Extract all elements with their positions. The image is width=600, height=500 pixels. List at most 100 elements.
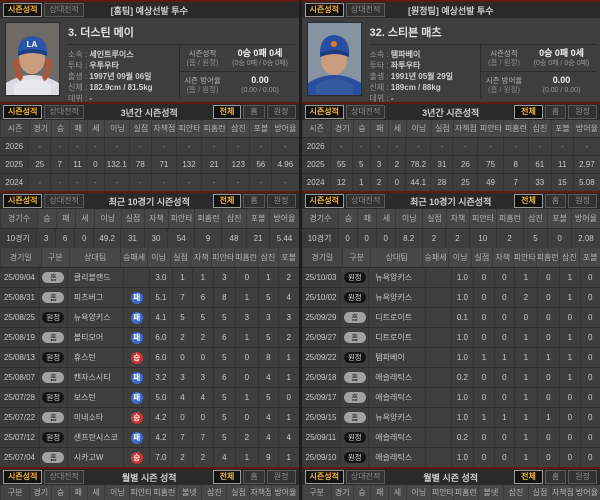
home-header-bar: [홈팀] 예상선발 투수 시즌성적 상대전적 [0,2,299,18]
table-cell: 0 [235,268,258,287]
opponent-name: 휴스턴 [66,348,124,367]
table-row: 25/08/31 홈 피츠버그 패 5.1 7 6 8 1 5 4 [0,287,299,307]
table-cell: 5 [257,328,278,347]
opponent-name: 보스턴 [66,388,124,407]
table-cell: 1.0 [450,348,474,367]
table-cell: 홈 [340,408,368,427]
opponent-name: 애슬레틱스 [368,428,425,447]
filter-away[interactable]: 원정 [266,105,296,119]
tab-head-to-head[interactable]: 상대전적 [44,3,84,17]
table-cell: - [85,138,104,155]
tab-season-stats[interactable]: 시즌성적 [3,470,43,484]
table-cell: 5 [257,288,278,307]
table-cell: 0 [514,308,537,327]
table-cell: 25/08/19 [0,328,39,347]
monthly-table: 구분경기승패세이닝피안타피홈런볼넷삼진실점자책점방어율3월-----------… [301,485,600,500]
home-badge: 홈 [42,332,65,344]
tab-season-stats[interactable]: 시즌성적 [304,3,344,17]
table-cell: 5.1 [149,288,172,307]
table-cell: 7 [502,174,528,191]
column-header: 피안타 [211,248,234,267]
filter-away[interactable]: 원정 [266,470,296,484]
table-row: 25/09/10 원정 애슬레틱스 1.0 0 0 1 0 0 0 [301,447,600,467]
three-year-table: 시즌 경기 승 패 세 이닝 실점 자책점 피안타 피홈런 삼진 포볼 방어율 2026- - - - - - - - -… [0,120,299,191]
column-header: 실점 [422,209,445,228]
table-cell: 1 [536,408,560,427]
tab-season-stats[interactable]: 시즌성적 [304,194,344,208]
tab-season-stats[interactable]: 시즌성적 [304,470,344,484]
table-cell: 0 [579,348,600,367]
tab-head-to-head[interactable]: 상대전적 [44,470,84,484]
table-cell: 패 [123,288,149,307]
tab-head-to-head[interactable]: 상대전적 [345,105,386,119]
filter-away[interactable]: 원정 [568,470,597,484]
opponent-name: 볼티모어 [66,328,124,347]
table-cell: 0 [493,428,514,447]
home-badge: 홈 [42,272,65,284]
table-cell: - [452,138,477,155]
svg-text:LA: LA [27,40,38,49]
tab-head-to-head[interactable]: 상대전적 [345,194,386,208]
table-cell: 0 [536,428,560,447]
filter-all[interactable]: 전체 [514,105,543,119]
filter-home[interactable]: 홈 [544,194,567,208]
tab-head-to-head[interactable]: 상대전적 [44,194,84,208]
table-cell: 4 [171,388,192,407]
away-badge: 원정 [343,352,366,364]
table-row: 2024 12 1 2 0 44.1 28 25 49 7 33 15 5.08 [301,173,600,191]
filter-home[interactable]: 홈 [243,470,265,484]
table-header-row: 구분 경기 승 패 세 이닝 피안타 피홈런 볼넷 삼진 실점 자책점 방어율 [301,485,600,500]
filter-all[interactable]: 전체 [514,470,543,484]
table-cell: 1.0 [450,448,474,467]
tab-head-to-head[interactable]: 상대전적 [345,470,386,484]
season-era-row: 시즌 방어율 (홈 / 원정) 0.00 (0.00 / 0.00) [179,71,295,98]
home-badge: 홈 [343,392,366,404]
table-cell: 1.0 [450,288,474,307]
table-cell: - [351,138,370,155]
away-badge: 원정 [42,352,65,364]
table-row: 2026- - - - - - - - - - - - [301,137,600,155]
loss-badge: 패 [130,391,143,404]
table-cell [424,308,451,327]
filter-all[interactable]: 전체 [212,470,242,484]
season-record-label: 시즌성적 (홈 / 원정) [488,49,520,67]
filter-home[interactable]: 홈 [544,105,567,119]
table-row: 25/07/22 홈 미네소타 승 4.2 0 0 5 0 4 1 [0,407,299,427]
tab-head-to-head[interactable]: 상대전적 [44,105,84,119]
opponent-name: 피츠버그 [66,288,124,307]
tab-season-stats[interactable]: 시즌성적 [3,105,43,119]
filter-away[interactable]: 원정 [266,194,296,208]
table-cell: 25/09/27 [301,328,341,347]
column-header: 포볼 [277,248,299,267]
filter-home[interactable]: 홈 [544,470,567,484]
filter-away[interactable]: 원정 [568,105,597,119]
table-cell: 0 [579,368,600,387]
column-header: 자책점 [452,120,478,137]
column-header: 방어율 [572,485,600,500]
filter-all[interactable]: 전체 [212,105,242,119]
filter-home[interactable]: 홈 [243,105,265,119]
season-era-value: 0.00 (0.00 / 0.00) [542,75,581,94]
home-badge: 홈 [343,372,366,384]
column-header: 피홈런 [452,485,478,500]
season-era-label: 시즌 방어율 (홈 / 원정) [184,76,221,94]
tab-season-stats[interactable]: 시즌성적 [3,3,43,17]
table-row: 25/07/04 홈 시카고W 승 7.0 2 2 4 1 9 1 [0,447,299,467]
filter-all[interactable]: 전체 [514,194,543,208]
table-cell: 75 [477,156,502,173]
table-cell: 홈 [340,308,368,327]
tab-head-to-head[interactable]: 상대전적 [345,3,386,17]
column-header: 구분 [342,248,370,267]
table-cell: 2 [171,328,192,347]
filter-all[interactable]: 전체 [212,194,242,208]
filter-home[interactable]: 홈 [243,194,265,208]
table-cell: 2 [171,448,192,467]
recent10-tabs: 시즌성적 상대전적 [3,194,84,208]
tab-season-stats[interactable]: 시즌성적 [3,194,43,208]
table-cell: - [28,174,50,191]
table-cell: - [150,174,176,191]
tab-season-stats[interactable]: 시즌성적 [304,105,344,119]
filter-away[interactable]: 원정 [568,194,597,208]
opponent-name: 뉴욕양키스 [66,308,124,327]
table-cell: 1 [278,348,298,367]
